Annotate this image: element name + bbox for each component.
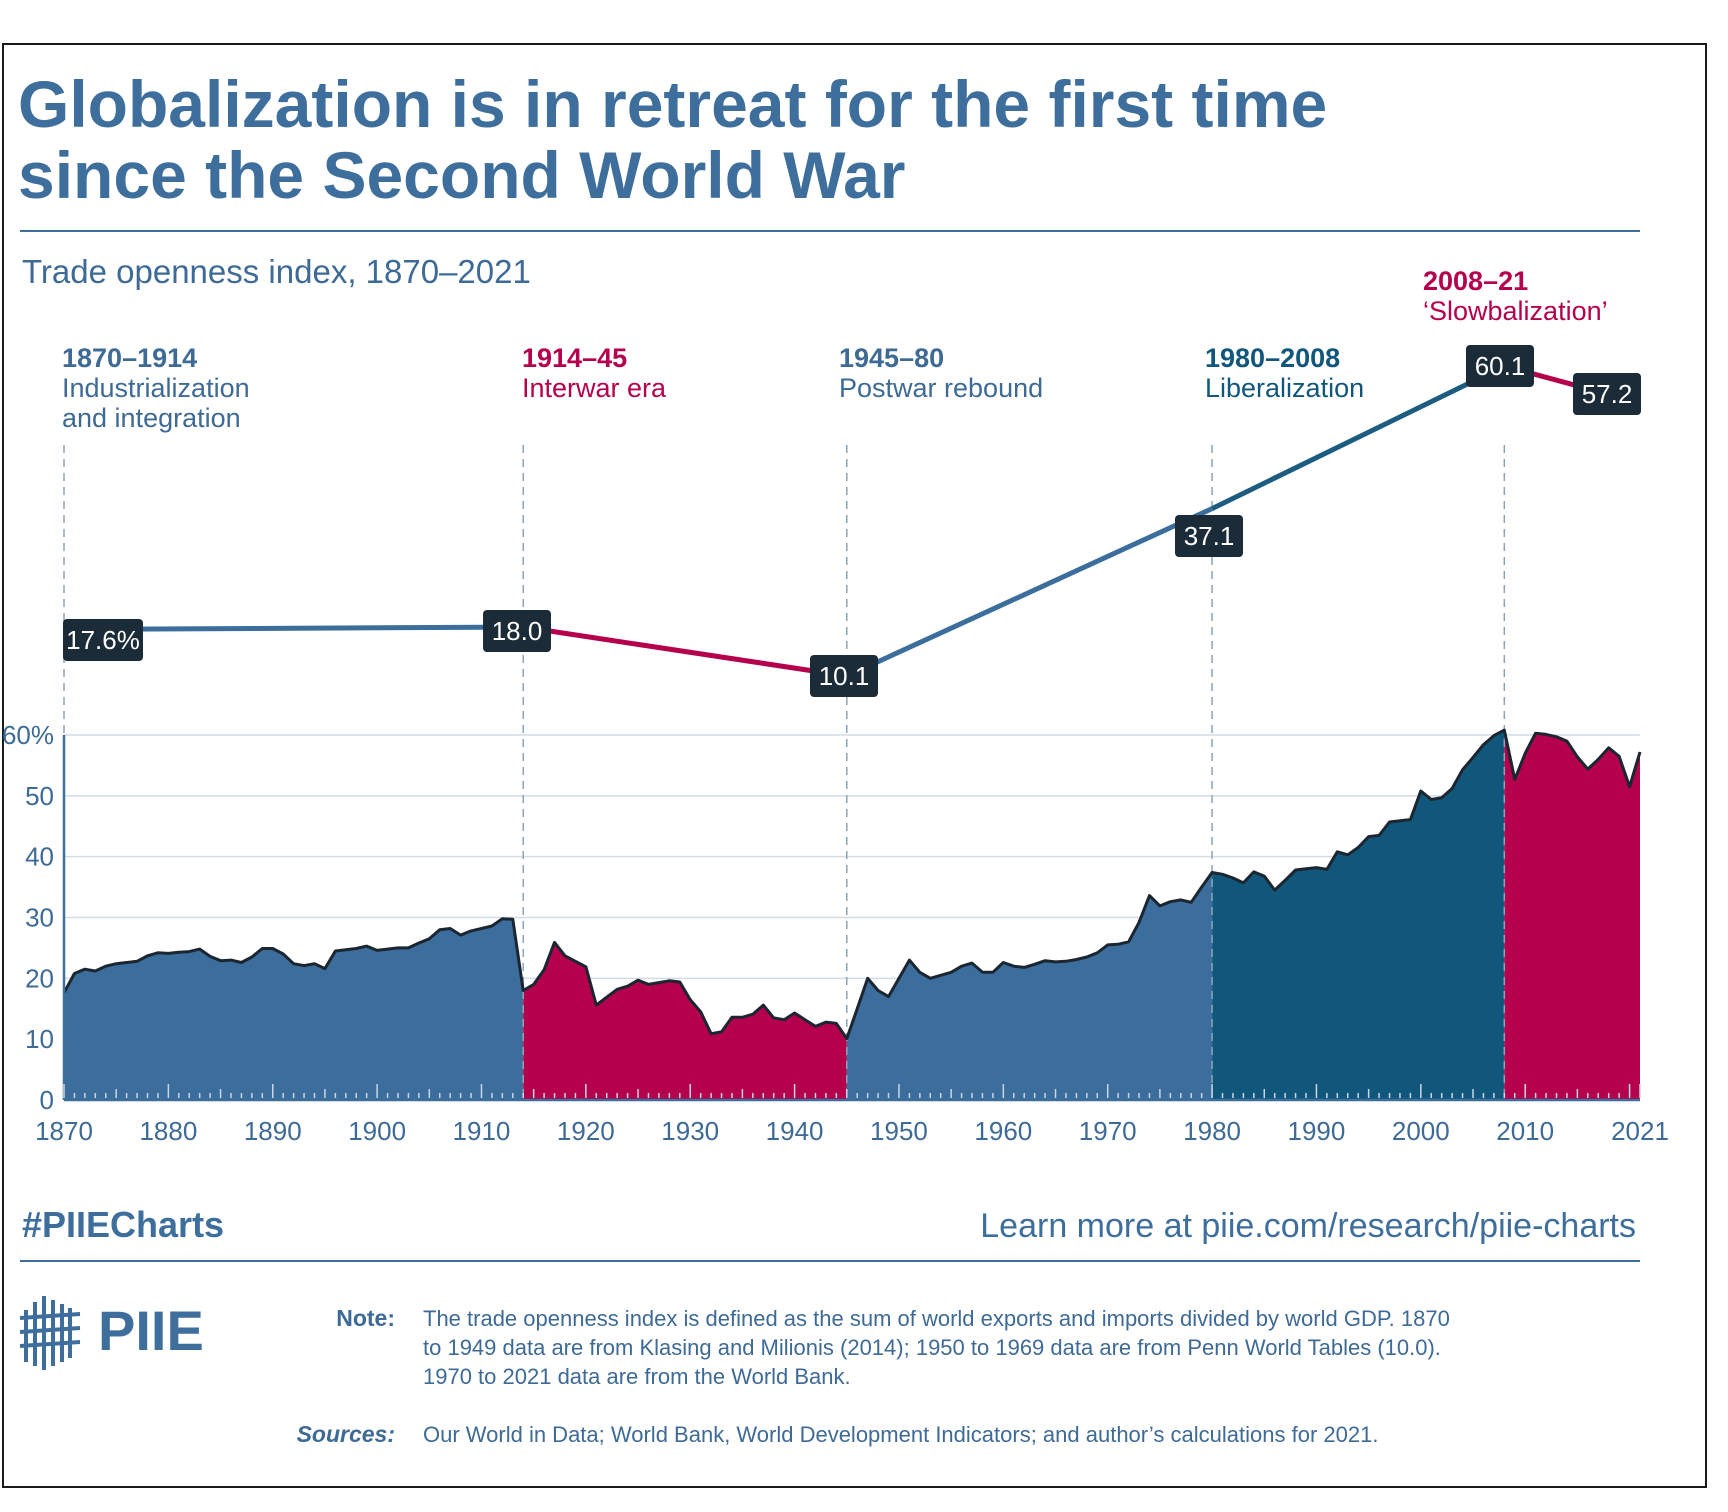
summary-label-1870: 17.6% [63, 619, 143, 661]
summary-label-value: 17.6% [66, 625, 140, 655]
era-description: and integration [62, 403, 241, 433]
summary-label-1914: 18.0 [483, 610, 551, 652]
summary-label-value: 18.0 [492, 616, 543, 646]
summary-label-value: 60.1 [1475, 351, 1526, 381]
learn-more-link[interactable]: Learn more at piie.com/research/piie-cha… [980, 1207, 1636, 1245]
area-era-1870-1914 [64, 918, 524, 1100]
y-tick-label-60: 60% [2, 720, 54, 750]
axes: 0 10 20 30 40 50 60% 1870 1880 1890 1900 1910 1920 19… [2, 720, 1669, 1146]
summary-label-1945: 10.1 [810, 655, 878, 697]
y-tick-label-30: 30 [25, 903, 54, 933]
x-tick-label-1910: 1910 [453, 1116, 511, 1146]
summary-label-value: 57.2 [1582, 379, 1633, 409]
era-period: 1914–45 [522, 343, 627, 373]
era-period: 1945–80 [839, 343, 944, 373]
era-label-2008-2021: 2008–21‘Slowbalization’ [1423, 266, 1608, 326]
summary-label-box [63, 619, 143, 661]
x-tick-label-1970: 1970 [1079, 1116, 1137, 1146]
note-line-2: to 1949 data are from Klasing and Milion… [423, 1335, 1441, 1360]
x-tick-label-2021: 2021 [1611, 1116, 1669, 1146]
y-tick-label-20: 20 [25, 963, 54, 993]
x-tick-label-1990: 1990 [1288, 1116, 1346, 1146]
summary-label-box [1466, 345, 1534, 387]
era-description: Interwar era [522, 373, 667, 403]
piie-logo-text: PIIE [98, 1299, 204, 1362]
summary-segment-1914-1945 [522, 624, 848, 679]
x-tick-label-1920: 1920 [557, 1116, 615, 1146]
note-line-3: 1970 to 2021 data are from the World Ban… [423, 1364, 851, 1389]
x-tick-label-1960: 1960 [974, 1116, 1032, 1146]
series-outline [62, 728, 1642, 1041]
area-era-1980-2008 [1212, 730, 1505, 1100]
era-period: 2008–21 [1423, 266, 1528, 296]
y-tick-label-0: 0 [40, 1085, 54, 1115]
chart-subtitle: Trade openness index, 1870–2021 [22, 253, 531, 290]
piie-logo-icon [19, 1296, 81, 1370]
x-tick-label-1900: 1900 [348, 1116, 406, 1146]
summary-label-box [810, 655, 878, 697]
area-era-1914-1945 [523, 942, 847, 1100]
sources-label: Sources: [297, 1421, 395, 1447]
x-tick-label-2010: 2010 [1496, 1116, 1554, 1146]
summary-segment-1945-1980 [845, 506, 1214, 679]
y-tick-label-10: 10 [25, 1024, 54, 1054]
x-tick-label-1980: 1980 [1183, 1116, 1241, 1146]
sources-text: Our World in Data; World Bank, World Dev… [423, 1422, 1378, 1447]
piie-logo: PIIE [19, 1296, 204, 1370]
era-description: ‘Slowbalization’ [1423, 296, 1608, 326]
x-tick-label-1870: 1870 [35, 1116, 93, 1146]
note-label: Note: [336, 1305, 395, 1331]
area-era-1945-1980 [846, 872, 1213, 1100]
x-tick-label-2000: 2000 [1392, 1116, 1450, 1146]
note-line-1: The trade openness index is defined as t… [423, 1306, 1450, 1331]
summary-label-box [483, 610, 551, 652]
era-description: Liberalization [1205, 373, 1364, 403]
y-tick-label-50: 50 [25, 781, 54, 811]
summary-label-value: 37.1 [1184, 521, 1235, 551]
chart-title-line-1: Globalization is in retreat for the firs… [18, 67, 1327, 141]
era-description: Postwar rebound [839, 373, 1043, 403]
x-tick-label-1890: 1890 [244, 1116, 302, 1146]
summary-label-2008: 60.1 [1466, 345, 1534, 387]
summary-line: 17.6% 18.0 10.1 37.1 60.1 57.2 [63, 345, 1641, 697]
hashtag: #PIIECharts [22, 1204, 224, 1245]
summary-label-box [1175, 515, 1243, 557]
chart-frame [2, 43, 1707, 1488]
x-tick-label-1880: 1880 [139, 1116, 197, 1146]
series-line [62, 728, 1642, 1041]
summary-segment-1980-2008 [1210, 363, 1506, 511]
x-tick-label-1940: 1940 [766, 1116, 824, 1146]
era-description: Industrialization [62, 373, 250, 403]
summary-label-1980: 37.1 [1175, 515, 1243, 557]
area-fills [64, 730, 1640, 1100]
y-tick-label-40: 40 [25, 842, 54, 872]
summary-label-box [1573, 373, 1641, 415]
area-era-2008-2021 [1504, 730, 1640, 1100]
summary-label-value: 10.1 [819, 661, 870, 691]
x-tick-label-1930: 1930 [661, 1116, 719, 1146]
x-tick-label-1950: 1950 [870, 1116, 928, 1146]
chart-title-line-2: since the Second World War [18, 138, 906, 212]
summary-label-2021: 57.2 [1573, 373, 1641, 415]
era-period: 1980–2008 [1205, 343, 1340, 373]
era-period: 1870–1914 [62, 343, 197, 373]
